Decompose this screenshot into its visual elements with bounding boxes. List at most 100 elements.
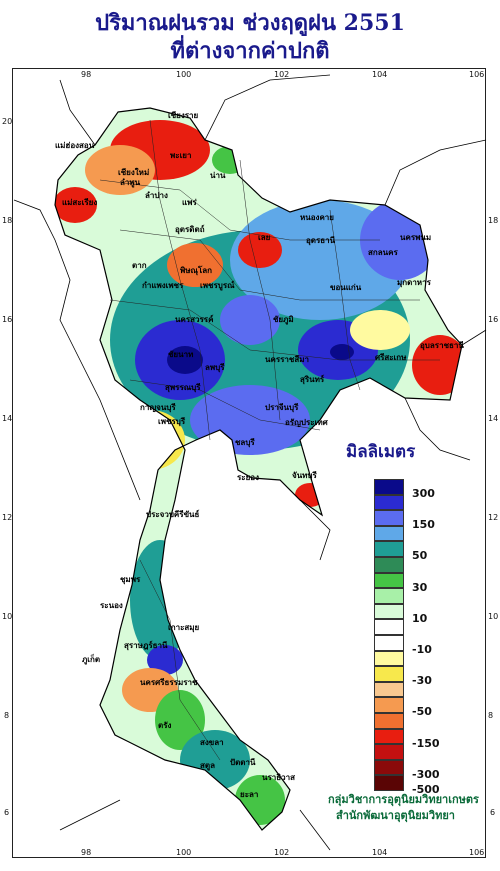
lat-label-right: 6 xyxy=(490,808,496,817)
legend-label: 50 xyxy=(412,549,428,563)
legend-swatch xyxy=(374,510,404,526)
lon-label-top: 98 xyxy=(81,70,92,79)
legend-label: 150 xyxy=(412,518,435,532)
legend-label: -50 xyxy=(412,705,432,719)
place-label: นราธิวาส xyxy=(262,773,295,782)
legend-swatch xyxy=(374,666,404,682)
legend-swatch xyxy=(374,697,404,713)
lat-label-right: 10 xyxy=(488,612,499,621)
legend-swatch xyxy=(374,634,404,651)
legend-label: -500 xyxy=(412,783,440,797)
legend-label: -10 xyxy=(412,643,432,656)
legend-swatch xyxy=(374,744,404,760)
legend-swatch xyxy=(374,728,404,745)
place-label: หนองคาย xyxy=(300,213,334,222)
lon-label-top: 104 xyxy=(372,70,388,79)
lat-label-right: 8 xyxy=(488,711,494,720)
legend-label: -300 xyxy=(412,767,440,781)
legend-label: -150 xyxy=(412,736,440,750)
place-label: เลย xyxy=(258,233,271,242)
map-title: ปริมาณฝนรวม ช่วงฤดูฝน 2551 xyxy=(95,10,405,36)
place-label: ลำปาง xyxy=(145,191,168,200)
place-label: นครพนม xyxy=(400,233,431,242)
place-label: อรัญประเทศ xyxy=(285,418,329,428)
place-label: ลำพูน xyxy=(120,178,141,188)
lat-label-left: 14 xyxy=(2,414,13,423)
legend-swatch xyxy=(374,525,404,542)
place-label: แม่ฮ่องสอน xyxy=(55,141,95,150)
lat-label-right: 18 xyxy=(488,216,499,225)
place-label: อุตรดิตถ์ xyxy=(175,224,205,235)
place-label: นครราชสีมา xyxy=(265,354,309,364)
place-label: พิษณุโลก xyxy=(180,265,212,276)
legend-label: -30 xyxy=(412,674,432,688)
place-label: สงขลา xyxy=(200,738,224,747)
place-label: ยะลา xyxy=(240,790,258,799)
legend-swatch xyxy=(374,556,404,573)
lon-label-top: 106 xyxy=(469,70,485,79)
place-label: ชุมพร xyxy=(120,575,141,585)
lon-label-bottom: 100 xyxy=(176,848,192,857)
lat-label-left: 8 xyxy=(4,711,10,720)
place-label: ภูเก็ต xyxy=(82,653,100,665)
province-lines xyxy=(99,119,440,761)
place-label: กาญจนบุรี xyxy=(140,402,176,413)
legend-swatch xyxy=(374,588,404,604)
lon-label-bottom: 98 xyxy=(81,848,92,857)
place-label: เกาะสมุย xyxy=(168,623,200,633)
place-label: ประจวบคีรีขันธ์ xyxy=(146,509,200,519)
lat-label-left: 10 xyxy=(2,612,13,621)
place-label: ปัตตานี xyxy=(230,757,256,767)
legend-swatch xyxy=(374,479,404,495)
legend-title: มิลลิเมตร xyxy=(346,442,416,462)
place-label: เพชรบุรี xyxy=(158,416,186,427)
place-label: เชียงใหม่ xyxy=(118,167,149,177)
place-label: น่าน xyxy=(210,171,226,180)
lon-label-top: 100 xyxy=(176,70,192,79)
place-label: ชัยนาท xyxy=(168,350,193,359)
place-label: มุกดาหาร xyxy=(397,278,432,288)
lat-label-left: 6 xyxy=(4,808,10,817)
lon-label-bottom: 106 xyxy=(469,848,485,857)
legend-swatch xyxy=(374,619,404,635)
place-label: สุพรรณบุรี xyxy=(165,382,201,393)
place-label: พะเยา xyxy=(170,151,191,160)
place-label: เชียงราย xyxy=(168,110,199,120)
legend-swatch xyxy=(374,681,404,698)
credit-line-2: สำนักพัฒนาอุตุนิยมวิทยา xyxy=(336,809,455,822)
place-label: ลพบุรี xyxy=(205,362,225,373)
place-label: สกลนคร xyxy=(368,248,398,257)
lat-label-right: 14 xyxy=(488,414,499,423)
legend-swatch xyxy=(374,712,404,729)
legend-swatch xyxy=(374,494,404,511)
lon-label-bottom: 104 xyxy=(372,848,388,857)
place-labels: แม่ฮ่องสอน เชียงราย พะเยา น่าน เชียงใหม่… xyxy=(55,110,464,799)
place-label: จันทบุรี xyxy=(292,470,318,481)
color-legend xyxy=(374,479,404,791)
place-label: สตูล xyxy=(200,761,215,771)
lat-label-left: 18 xyxy=(2,216,13,225)
legend-label: 300 xyxy=(412,487,435,500)
legend-swatch xyxy=(374,541,404,557)
legend-swatch xyxy=(374,603,404,620)
lat-label-left: 20 xyxy=(2,117,13,126)
map-subtitle: ที่ต่างจากค่าปกติ xyxy=(170,38,330,64)
legend-swatch xyxy=(374,572,404,589)
place-label: ชลบุรี xyxy=(235,437,255,448)
lat-label-left: 12 xyxy=(2,513,13,522)
place-label: สุราษฎร์ธานี xyxy=(124,640,168,651)
anomaly-field xyxy=(55,108,462,830)
legend-swatch xyxy=(374,775,404,791)
place-label: นครศรีธรรมราช xyxy=(140,677,198,687)
lat-label-right: 16 xyxy=(488,315,499,324)
legend-swatch xyxy=(374,759,404,776)
place-label: ตรัง xyxy=(158,721,171,730)
neighbor-borders xyxy=(13,74,487,851)
place-label: กำแพงเพชร xyxy=(142,281,184,290)
place-label: แม่สะเรียง xyxy=(62,197,97,207)
place-label: ตาก xyxy=(132,261,147,270)
lon-label-top: 102 xyxy=(274,70,290,79)
legend-label: 30 xyxy=(412,580,428,594)
credit-line-1: กลุ่มวิชาการอุตุนิยมวิทยาเกษตร xyxy=(328,793,479,806)
place-label: ระยอง xyxy=(237,473,259,482)
